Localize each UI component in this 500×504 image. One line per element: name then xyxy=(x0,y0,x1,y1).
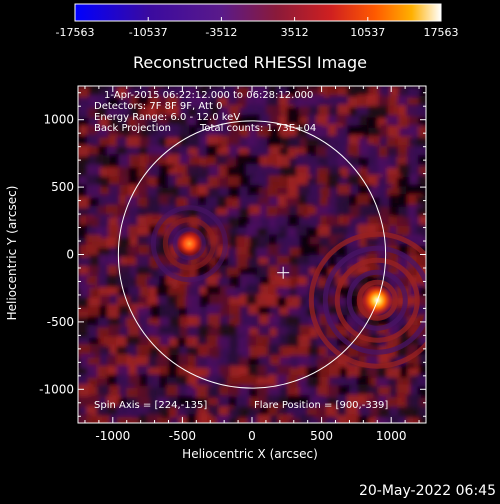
colorbar-tick-label: -3512 xyxy=(205,26,237,39)
plot-area: -1000 -500 0 500 1000 -1000 -500 0 500 1000 1-Apr… xyxy=(39,85,427,443)
source-ring xyxy=(356,279,398,321)
spin-axis-label: Spin Axis = [224,-135] xyxy=(94,400,207,411)
x-tick-label: 1000 xyxy=(376,429,407,443)
y-tick-label: -1000 xyxy=(39,382,74,396)
colorbar-tick-label: -10537 xyxy=(129,26,168,39)
source-rings xyxy=(150,205,426,369)
source-ring xyxy=(334,257,420,343)
colorbar-gradient xyxy=(74,3,442,22)
colorbar-tick-label: 3512 xyxy=(281,26,309,39)
time-range-label: 1-Apr-2015 06:22:12.000 to 06:28:12.000 xyxy=(104,90,313,101)
source-ring xyxy=(172,227,206,261)
detectors-label: Detectors: 7F 8F 9F, Att 0 xyxy=(94,101,222,112)
x-tick-label: 500 xyxy=(310,429,333,443)
source-ring xyxy=(308,231,426,369)
x-tick-label: 0 xyxy=(248,429,256,443)
method-label: Back Projection xyxy=(94,123,171,134)
energy-range-label: Energy Range: 6.0 - 12.0 keV xyxy=(94,112,240,123)
flare-position-label: Flare Position = [900,-339] xyxy=(254,400,388,411)
image-texture xyxy=(78,86,426,423)
source-ring xyxy=(162,217,216,271)
y-axis-label: Heliocentric Y (arcsec) xyxy=(5,186,19,321)
flare-source xyxy=(176,230,203,258)
source-ring xyxy=(150,205,228,283)
colorbar-tick-label: -17563 xyxy=(56,26,95,39)
footer-date: 20-May-2022 06:45 xyxy=(359,483,496,499)
y-tick-label: 500 xyxy=(51,180,74,194)
chart-title: Reconstructed RHESSI Image xyxy=(133,53,367,72)
x-tick-label: -1000 xyxy=(95,429,130,443)
colorbar-tick-label: 10537 xyxy=(350,26,385,39)
spin-axis-marker xyxy=(277,266,290,279)
x-tick-label: -500 xyxy=(169,429,196,443)
total-counts-label: Total counts: 1.73E+04 xyxy=(199,123,316,134)
solar-limb-circle xyxy=(117,120,387,389)
x-axis-label: Heliocentric X (arcsec) xyxy=(182,447,318,461)
source-ring xyxy=(346,269,408,331)
y-tick-label: 0 xyxy=(66,248,74,262)
colorbar: -17563 -10537 -3512 3512 10537 17563 xyxy=(56,3,459,39)
y-tick-label: 1000 xyxy=(43,113,74,127)
colorbar-tick-label: 17563 xyxy=(424,26,459,39)
source-ring xyxy=(322,245,426,355)
y-tick-label: -500 xyxy=(47,315,74,329)
axis-ticks: -1000 -500 0 500 1000 -1000 -500 0 500 1000 xyxy=(39,86,426,443)
